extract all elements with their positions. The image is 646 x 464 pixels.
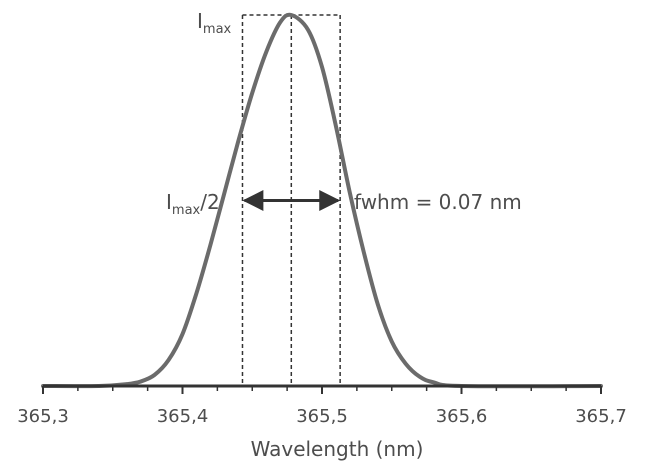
imax-label-sub: max — [203, 22, 232, 37]
half-max-label-main: I — [166, 190, 172, 214]
curve-layer — [41, 12, 603, 389]
imax-label-main: I — [197, 9, 203, 33]
x-axis: 365,3 365,4 365,5 365,6 365,7 — [17, 384, 627, 427]
x-axis-title: Wavelength (nm) — [251, 437, 424, 461]
half-max-label-suffix: /2 — [200, 190, 219, 214]
x-tick-label: 365,3 — [17, 406, 69, 427]
fwhm-label: fwhm = 0.07 nm — [354, 190, 522, 214]
x-tick-label: 365,6 — [436, 406, 488, 427]
x-tick-label: 365,4 — [157, 406, 209, 427]
half-max-label-sub: max — [172, 203, 201, 218]
fwhm-guides — [241, 14, 341, 386]
half-max-label: Imax/2 — [166, 190, 220, 218]
spectrum-line-0 — [41, 12, 603, 389]
x-tick-label: 365,5 — [296, 406, 348, 427]
x-tick-label: 365,7 — [575, 406, 627, 427]
imax-label: Imax — [197, 9, 232, 37]
